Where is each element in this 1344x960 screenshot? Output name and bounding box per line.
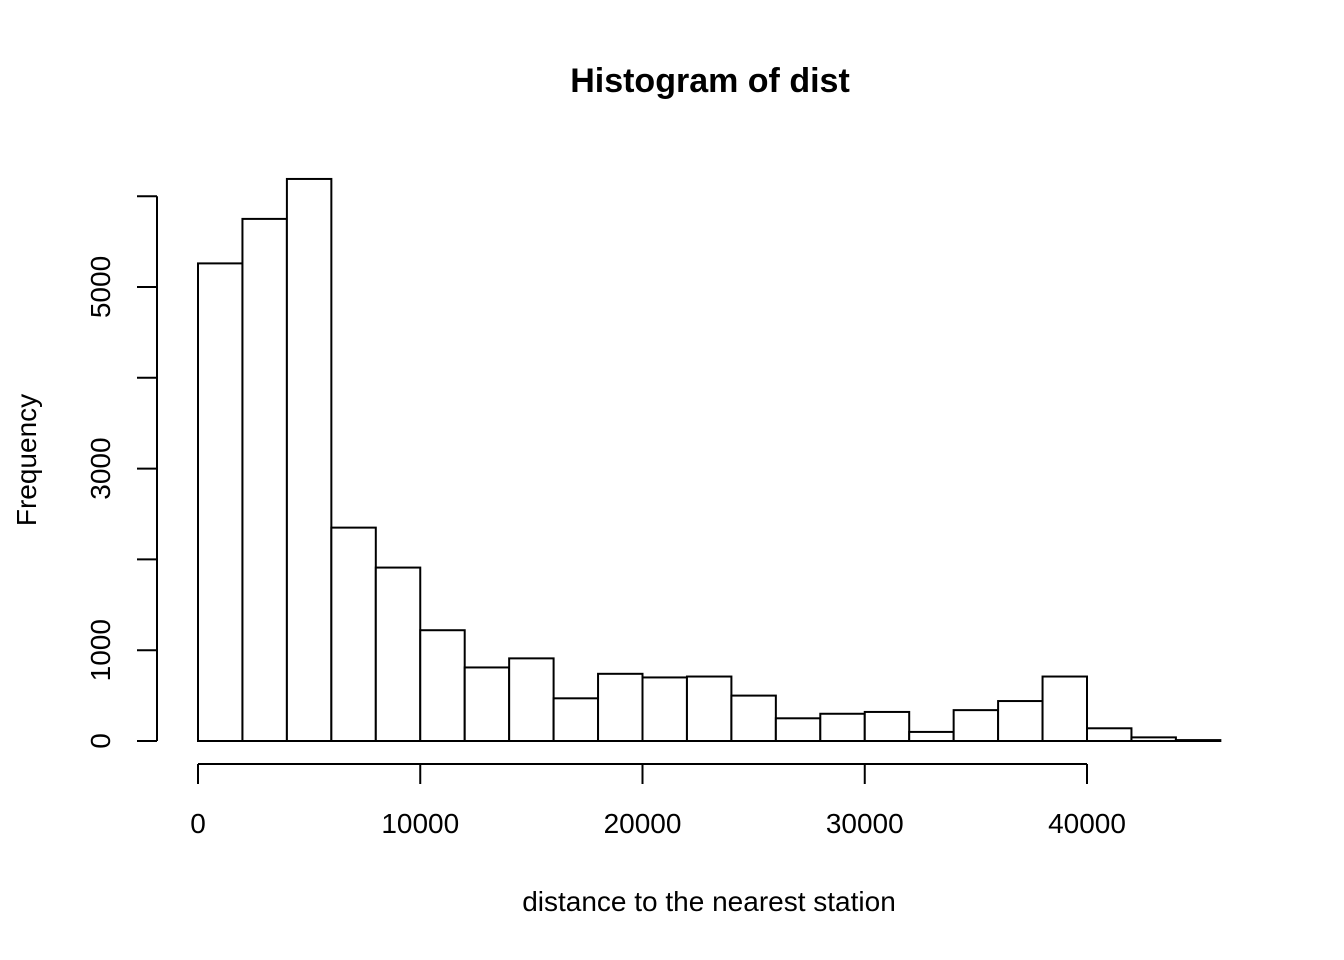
histogram-bar-14 [819, 712, 866, 743]
histogram-bar-10 [641, 676, 688, 743]
histogram-bar-1 [241, 217, 288, 742]
x-tick-label-1: 10000 [381, 808, 459, 839]
x-tick-label-3: 30000 [826, 808, 904, 839]
histogram-bar-17 [952, 709, 1000, 742]
x-axis: 0 10000 20000 30000 40000 [190, 763, 1126, 839]
histogram-bar-6 [463, 666, 511, 743]
histogram-bar-20 [1086, 727, 1133, 743]
histogram-bar-3 [330, 526, 377, 742]
histogram-bar-12 [730, 694, 777, 742]
y-tick-label-0: 0 [85, 733, 116, 749]
histogram-bar-19 [1041, 675, 1089, 742]
histogram-bar-21 [1130, 736, 1177, 742]
histogram-bar-5 [419, 629, 466, 742]
y-tick-label-1: 1000 [85, 619, 116, 681]
histogram-bar-18 [997, 700, 1044, 742]
chart-title: Histogram of dist [570, 62, 850, 100]
y-tick-label-5: 5000 [85, 256, 116, 318]
x-tick-label-4: 40000 [1048, 808, 1126, 839]
histogram-bar-7 [508, 657, 555, 743]
histogram-bar-4 [374, 566, 422, 743]
histogram-bar-11 [685, 675, 733, 742]
histogram-bar-13 [774, 717, 822, 742]
histogram-bar-2 [285, 177, 333, 742]
histogram-bar-16 [908, 730, 955, 742]
y-axis-label: Frequency [11, 394, 42, 526]
histogram-bar-8 [552, 697, 600, 742]
x-tick-label-0: 0 [190, 808, 206, 839]
histogram-bar-9 [597, 672, 644, 742]
histogram-bar-0 [197, 262, 244, 742]
y-axis: 0 1000 3000 5000 [85, 195, 158, 749]
histogram-bar-15 [863, 710, 911, 742]
histogram-bar-22 [1174, 739, 1222, 742]
x-axis-label: distance to the nearest station [522, 886, 896, 917]
bars-group [197, 177, 1222, 743]
y-tick-label-3: 3000 [85, 437, 116, 499]
x-tick-label-2: 20000 [604, 808, 682, 839]
